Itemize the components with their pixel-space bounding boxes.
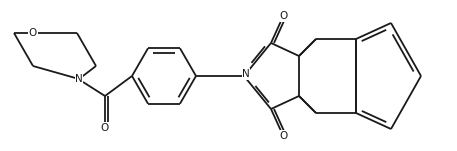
Text: N: N (75, 74, 83, 84)
Text: O: O (279, 11, 287, 21)
Text: O: O (101, 123, 109, 133)
Text: N: N (242, 69, 250, 79)
Text: O: O (29, 28, 37, 38)
Text: O: O (279, 131, 287, 141)
